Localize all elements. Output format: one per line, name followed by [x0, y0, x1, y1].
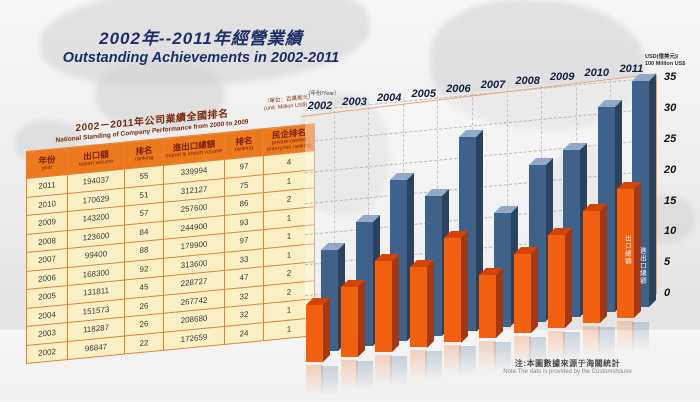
bar-export-2006: [444, 230, 469, 343]
bar-export-2004: [375, 253, 400, 353]
reflection-total-2006: [459, 346, 477, 377]
bar-side-face: [461, 230, 469, 343]
reflection-export-2002: [306, 365, 323, 395]
bar-side-face: [530, 246, 538, 333]
bar-export-2009: [548, 227, 573, 328]
reflection-export-2006: [444, 345, 462, 376]
legend-total-label: 進出口總額: [638, 246, 646, 285]
y-tick-label-15: 15: [664, 194, 677, 207]
reflection-export-2011: [617, 320, 635, 351]
x-label-2003: 2003: [342, 95, 367, 108]
map-shape: [95, 60, 225, 130]
bar-export-2005: [409, 259, 434, 348]
bar-side-face: [649, 73, 657, 307]
reflection-total-2009: [563, 331, 581, 362]
bar-side-face: [565, 227, 573, 328]
x-label-2006: 2006: [446, 83, 471, 96]
x-label-2007: 2007: [480, 79, 506, 92]
reflection-export-2007: [479, 340, 496, 371]
poster-title-en: Outstanding Achievements in 2002-2011: [62, 50, 340, 66]
y-tick-label-10: 10: [664, 225, 677, 238]
y-axis-unit-zh: USD(億美元)/: [645, 54, 679, 60]
y-tick-label-20: 20: [664, 163, 677, 176]
reflection-total-2008: [528, 336, 546, 367]
bar-export-2007: [479, 267, 503, 338]
reflection-export-2003: [340, 360, 358, 391]
y-tick-label-30: 30: [664, 102, 677, 115]
y-axis-unit-label: USD(億美元)/ 100 Million US$: [645, 54, 699, 67]
x-label-2009: 2009: [549, 70, 575, 83]
ranking-table-block: 2002－2011年公司業績全國排名 National Standing of …: [26, 94, 326, 365]
source-note: 注:本圖數據來源于海關統計 Note:The date is provided …: [470, 358, 665, 375]
x-label-2011: 2011: [619, 62, 644, 75]
reflection-export-2010: [582, 325, 600, 356]
bar-export-2002: [306, 298, 330, 362]
poster-title-zh: 2002年--2011年經營業績: [99, 29, 303, 48]
table-cell: 2002: [26, 341, 68, 364]
y-axis-unit-en: 100 Million US$: [645, 60, 686, 67]
reflection-total-2007: [494, 341, 511, 372]
ranking-table: 年份 year 出口額 export volume 排名 ranking 進出口總額 expo…: [26, 123, 315, 365]
column-header-ranking: 排名 ranking: [124, 138, 164, 170]
y-tick-label-5: 5: [664, 256, 671, 269]
reflection-total-2011: [632, 321, 650, 352]
table-cell: 22: [124, 331, 164, 355]
reflection-export-2005: [409, 350, 427, 381]
reflection-total-2003: [355, 361, 373, 392]
reflection-total-2002: [321, 366, 338, 396]
x-label-2010: 2010: [584, 66, 610, 79]
x-label-2008: 2008: [515, 75, 540, 88]
x-label-2005: 2005: [411, 87, 437, 100]
reflection-export-2009: [548, 330, 566, 361]
y-tick-label-25: 25: [664, 133, 677, 146]
column-header-year: 年份 year: [26, 147, 68, 179]
bar-export-2003: [340, 279, 365, 358]
y-tick-label-35: 35: [664, 71, 677, 84]
bar-side-face: [323, 298, 330, 362]
source-note-en: Note:The date is provided by the Customs…: [503, 369, 632, 375]
reflection-export-2004: [375, 355, 393, 386]
year-axis-caption: （年份/Year）: [305, 91, 340, 97]
poster-title: 2002年--2011年經營業績 Outstanding Achievement…: [36, 24, 366, 66]
source-note-zh: 注:本圖數據來源于海關統計: [514, 359, 621, 368]
bar-side-face: [599, 203, 607, 323]
bar-export-2010: [582, 203, 607, 323]
bar-side-face: [496, 267, 503, 338]
bar-side-face: [426, 259, 434, 348]
reflection-total-2004: [390, 356, 408, 387]
y-tick-label-0: 0: [664, 287, 671, 299]
reflection-total-2005: [424, 351, 442, 382]
x-label-2002: 2002: [307, 100, 333, 112]
bar-side-face: [357, 279, 365, 358]
legend-export-label: 出口總額: [623, 234, 631, 265]
bar-export-2011: [617, 181, 642, 318]
column-header-ranking: 排名 ranking: [224, 128, 264, 160]
x-label-2004: 2004: [376, 91, 402, 104]
table-cell: 24: [224, 322, 264, 345]
reflection-export-2008: [513, 335, 531, 366]
bar-side-face: [392, 253, 400, 353]
reflection-total-2010: [597, 326, 615, 357]
bar-export-2008: [513, 246, 538, 333]
